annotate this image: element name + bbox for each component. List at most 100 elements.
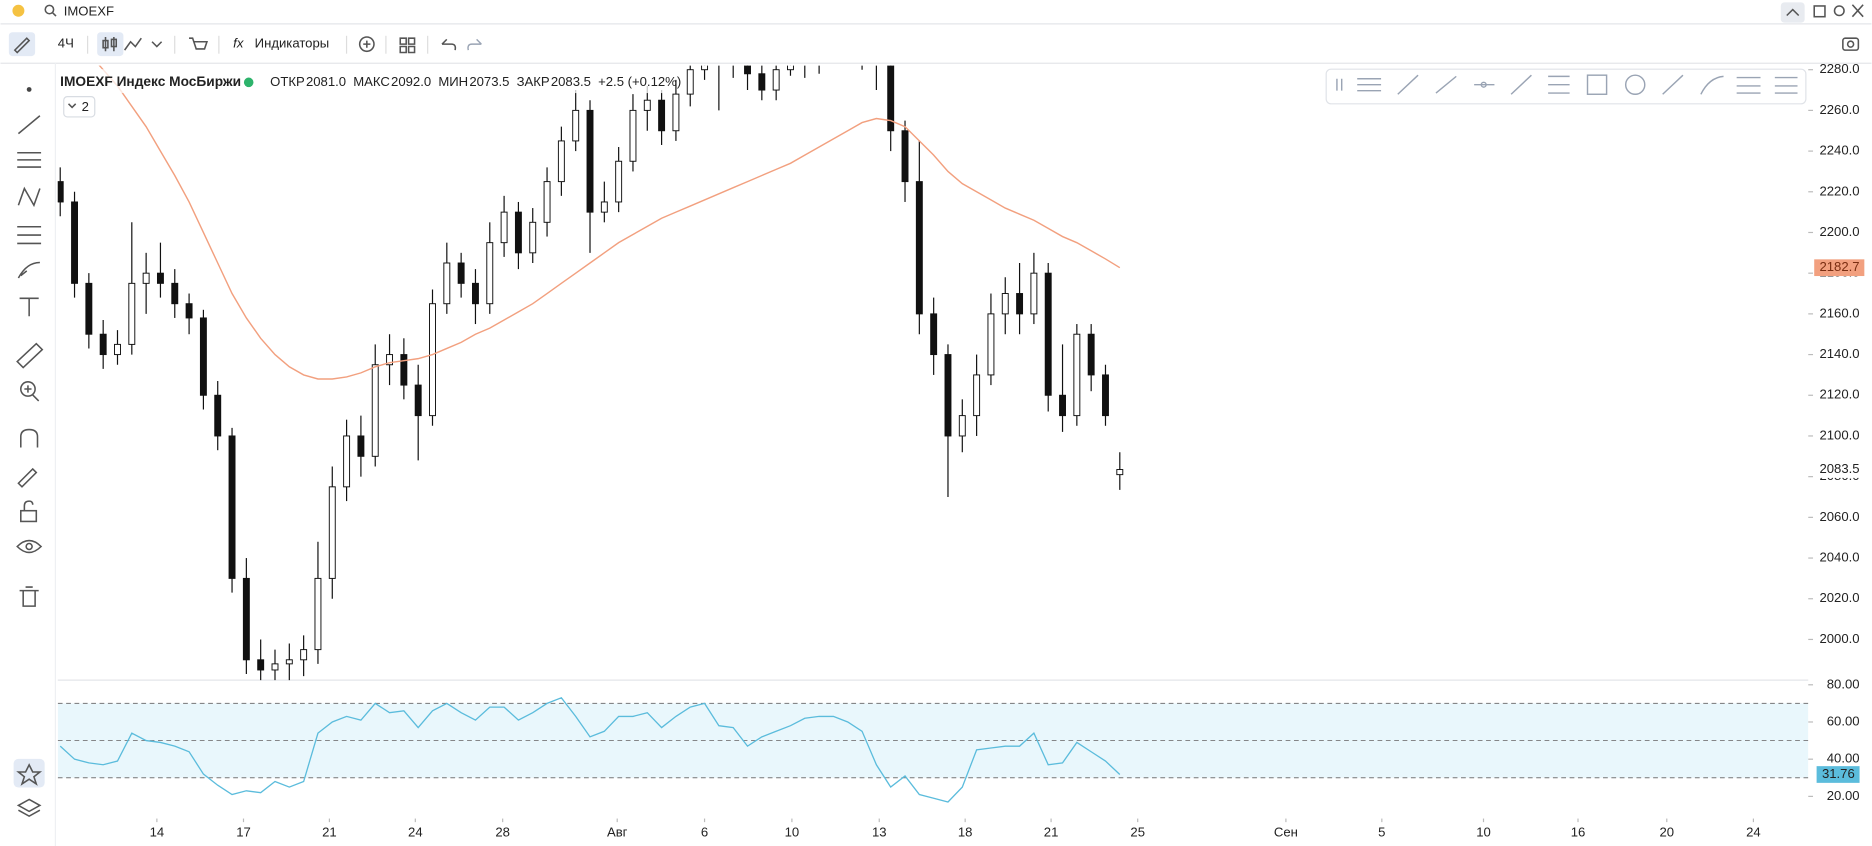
redo-button[interactable]: [467, 38, 482, 51]
x-tick-label: Авг: [607, 824, 628, 839]
candle-body: [386, 354, 394, 366]
window-dot: [12, 4, 25, 17]
ma-price-box: [1814, 259, 1865, 277]
brush-tool[interactable]: [17, 261, 40, 279]
candle-body: [1016, 293, 1024, 315]
candle-body: [114, 343, 121, 356]
y-tick-label: 2240.0: [1819, 143, 1859, 158]
magnet-tool[interactable]: [20, 428, 39, 448]
palette-tool[interactable]: [1548, 75, 1570, 94]
candle-body: [816, 49, 822, 63]
delete-tool[interactable]: [19, 586, 39, 607]
line-type-button[interactable]: [123, 37, 142, 51]
lock-tool[interactable]: [20, 509, 38, 523]
candle-body: [701, 65, 709, 71]
palette-tool[interactable]: [1736, 76, 1761, 94]
candle-body: [1116, 469, 1124, 476]
projection-tool[interactable]: [17, 225, 42, 245]
candle-body: [901, 130, 909, 183]
candle-body: [572, 109, 580, 142]
y-tick-label: 2100.0: [1819, 427, 1859, 442]
legend-change: +2.5 (+0.12%): [598, 74, 681, 89]
search-icon[interactable]: [44, 4, 55, 15]
palette-tool[interactable]: [1397, 74, 1419, 95]
candle-body: [716, 49, 722, 59]
candle-body: [171, 282, 179, 305]
x-tick-label: 5: [1378, 824, 1385, 839]
palette-tool[interactable]: [1624, 74, 1646, 95]
y-tick-label: 2040.0: [1819, 550, 1859, 565]
palette-tool[interactable]: [1357, 78, 1382, 92]
palette-tool[interactable]: [1510, 74, 1532, 95]
legend-label: ЗАКР: [517, 74, 550, 89]
y-tick-label: 2200.0: [1819, 224, 1859, 239]
chart-type-button[interactable]: [97, 32, 124, 57]
indicators-button[interactable]: Индикаторы: [255, 36, 330, 51]
candle-body: [257, 659, 265, 671]
candle-body: [57, 181, 64, 203]
candle-body: [185, 303, 193, 319]
close-button[interactable]: [1851, 4, 1864, 18]
candle-body: [686, 69, 694, 95]
legend-label: МИН: [438, 74, 468, 89]
x-tick-label: 14: [150, 824, 165, 839]
text-tool[interactable]: [19, 297, 39, 317]
collapse-button[interactable]: [1780, 2, 1805, 23]
candle-body: [772, 69, 780, 91]
settings-button[interactable]: [1833, 5, 1845, 17]
candle-body: [1087, 333, 1095, 376]
hide-tool[interactable]: [16, 539, 43, 554]
favorites-button[interactable]: [13, 758, 45, 788]
x-tick-label: Сен: [1274, 824, 1298, 839]
screenshot-button[interactable]: [1842, 37, 1860, 51]
y-tick-label: 2120.0: [1819, 387, 1859, 402]
add-button[interactable]: [358, 36, 375, 53]
y-tick-label: 2020.0: [1819, 590, 1859, 605]
legend-value: 2092.0: [391, 74, 431, 89]
x-tick-label: 21: [322, 824, 337, 839]
panes-toggle[interactable]: [63, 96, 96, 118]
x-tick-label: 13: [872, 824, 887, 839]
candle-body: [543, 181, 551, 223]
candle-body: [944, 354, 952, 437]
symbol-search[interactable]: IMOEXF: [64, 3, 114, 18]
fib-tool[interactable]: [17, 151, 42, 168]
rsi-band: [57, 703, 1809, 778]
palette-tool[interactable]: [1662, 74, 1684, 95]
candle-body: [845, 39, 851, 45]
candle-body: [371, 364, 379, 457]
draw-mode-button[interactable]: [8, 32, 36, 57]
panes-count: 2: [82, 99, 89, 114]
candle-body: [242, 577, 250, 661]
candle-body: [414, 384, 422, 417]
window-button[interactable]: [1813, 5, 1826, 18]
palette-tool[interactable]: [1435, 75, 1457, 94]
lock-draw-tool[interactable]: [17, 467, 38, 488]
candle-body: [1059, 394, 1066, 417]
zoom-tool[interactable]: [20, 381, 36, 397]
palette-tool[interactable]: [1774, 76, 1798, 94]
layers-button[interactable]: [16, 798, 42, 818]
candle-body: [443, 262, 451, 305]
legend-value: 2081.0: [306, 74, 346, 89]
layout-button[interactable]: [399, 37, 416, 54]
y-tick-label: 2260.0: [1819, 102, 1859, 117]
cart-button[interactable]: [189, 37, 209, 50]
dropdown[interactable]: [151, 41, 163, 48]
x-tick-label: 24: [408, 824, 423, 839]
rsi-pane: [57, 697, 1809, 803]
ruler-tool[interactable]: [16, 342, 44, 369]
trend-line-tool[interactable]: [17, 115, 41, 135]
undo-button[interactable]: [441, 38, 457, 51]
x-tick-label: 6: [701, 824, 708, 839]
pattern-tool[interactable]: [17, 186, 41, 208]
candle-body: [228, 435, 236, 579]
interval-button[interactable]: 4Ч: [58, 36, 74, 51]
palette-tool[interactable]: [1586, 74, 1608, 95]
palette-tool[interactable]: [1700, 75, 1724, 95]
candle-body: [300, 649, 308, 661]
candle-body: [887, 65, 895, 132]
candle-body: [930, 313, 938, 356]
cursor-tool[interactable]: [26, 87, 32, 92]
